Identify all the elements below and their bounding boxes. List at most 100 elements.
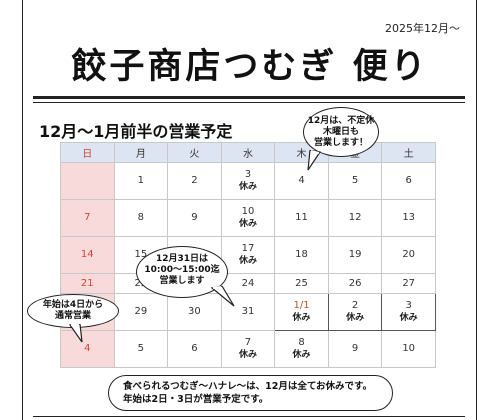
day-number: 2 — [191, 175, 198, 187]
calendar-week-row: 21222324252627 — [60, 273, 436, 294]
page-border-left — [22, 0, 23, 420]
calendar-week-row: 14151617休み181920 — [60, 236, 436, 275]
bubble-line: 営業します！ — [313, 138, 368, 148]
calendar-day-cell: 18 — [274, 236, 329, 275]
day-number: 8 — [298, 336, 305, 348]
day-number: 6 — [191, 342, 198, 354]
calendar-day-cell: 11 — [274, 199, 329, 238]
day-number: 6 — [405, 175, 412, 187]
calendar-week-row: 4 5 6 7 休み 8 休み 9 10 — [60, 329, 436, 369]
day-number: 24 — [241, 277, 255, 289]
weekday-sun: 日 — [60, 142, 115, 163]
day-number: 4 — [84, 342, 91, 354]
bubble-tail — [210, 286, 235, 307]
calendar-day-cell: 20 — [381, 236, 436, 275]
calendar-day-cell: 2 — [167, 161, 222, 201]
weekday-wed: 水 — [220, 142, 276, 163]
calendar-day-cell: 7 — [60, 199, 115, 238]
closed-label: 休み — [346, 312, 365, 323]
day-number: 2 — [351, 299, 359, 311]
day-number: 1 — [137, 175, 145, 187]
calendar-day-cell: 25 — [274, 273, 329, 294]
day-number: 8 — [137, 212, 145, 224]
notice-line: 食べられるつむぎ～ハナレ～は、12月は全てお休みです。 — [123, 381, 373, 392]
calendar-day-cell: 27 — [381, 273, 436, 294]
closed-label: 休み — [238, 182, 257, 193]
calendar-day-cell: 10 — [381, 329, 436, 369]
thursday-open-bubble: 12月は、不定休 木曜日も 営業します！ — [303, 107, 379, 157]
title-rule-thick — [33, 96, 465, 99]
calendar-day-cell: 8 休み — [274, 329, 329, 369]
day-number: 13 — [402, 212, 416, 224]
bubble-line: 営業します — [159, 276, 205, 286]
closed-label: 休み — [238, 256, 257, 267]
day-number: 11 — [295, 212, 308, 224]
day-number: 17 — [241, 243, 255, 255]
weekday-header-row: 日 月 火 水 木 金 土 — [60, 142, 436, 163]
day-number: 10 — [241, 206, 255, 218]
calendar-day-cell: 4 — [60, 329, 115, 369]
title-rule-thin — [33, 102, 465, 103]
calendar-day-cell: 9 — [167, 199, 222, 238]
calendar-day-cell: 17 休み — [220, 236, 276, 275]
calendar-day-cell: 21 — [60, 273, 115, 294]
calendar-day-cell: 12 — [327, 199, 383, 238]
day-number: 4 — [298, 175, 305, 187]
closed-label: 休み — [292, 349, 311, 360]
closed-label: 休み — [399, 312, 418, 323]
day-number: 5 — [137, 342, 145, 354]
calendar-day-cell: 6 — [167, 329, 222, 369]
calendar-day-cell: 13 — [381, 199, 436, 238]
day-number: 7 — [84, 212, 91, 224]
calendar-day-cell: 5 — [327, 161, 383, 201]
calendar-day-cell: 2 休み — [327, 292, 383, 331]
day-number: 10 — [402, 342, 416, 354]
day-number: 14 — [80, 249, 94, 261]
bubble-line: 通常営業 — [54, 311, 91, 321]
day-number: 30 — [188, 305, 201, 317]
day-number: 20 — [402, 249, 416, 261]
bubble-line: 年始は4日から — [42, 300, 104, 310]
calendar-day-cell: 26 — [327, 273, 383, 294]
calendar-day-cell: 19 — [327, 236, 383, 275]
day-number: 5 — [351, 175, 359, 187]
calendar-day-cell: 10 休み — [220, 199, 276, 238]
calendar-day-cell: 14 — [60, 236, 115, 275]
newsletter-title: 餃子商店つむぎ 便り — [71, 46, 429, 87]
day-number: 19 — [348, 249, 362, 261]
bubble-line: 10:00～15:00迄 — [144, 265, 220, 275]
day-number: 9 — [191, 212, 198, 224]
calendar-day-cell: 5 — [113, 329, 169, 369]
bubble-line: 木曜日も — [322, 127, 359, 137]
calendar-day-cell: 3 休み — [220, 161, 276, 201]
day-number: 3 — [405, 299, 412, 311]
day-number: 7 — [244, 336, 252, 348]
page-border-right — [476, 0, 477, 420]
dec31-hours-bubble: 12月31日は 10:00～15:00迄 営業します — [136, 246, 228, 298]
business-calendar: 日 月 火 水 木 金 土 123休み45678910休み11121314151… — [60, 142, 436, 369]
day-number: 26 — [348, 277, 362, 289]
bubble-tail — [68, 324, 83, 343]
calendar-day-cell: 29 — [113, 292, 169, 331]
notice-line: 年始は2日・3日が営業予定です。 — [123, 394, 269, 405]
day-number: 9 — [351, 342, 359, 354]
day-number: 25 — [295, 277, 308, 289]
section-title: 12月～1月前半の営業予定 — [39, 122, 233, 141]
calendar-week-row: 1 2 3 休み 4 5 6 — [60, 161, 436, 201]
day-number: 29 — [134, 305, 148, 317]
calendar-day-cell: 6 — [381, 161, 436, 201]
weekday-tue: 火 — [167, 142, 222, 163]
weekday-sat: 土 — [381, 142, 436, 163]
calendar-day-cell: 3 休み — [381, 292, 436, 331]
bubble-line: 12月31日は — [155, 254, 209, 264]
day-number: 1/1 — [293, 299, 310, 311]
day-number: 27 — [402, 277, 416, 289]
closed-label: 休み — [238, 349, 257, 360]
calendar-day-cell — [60, 161, 115, 201]
day-number: 31 — [241, 305, 255, 317]
new-year-bubble: 年始は4日から 通常営業 — [27, 294, 119, 328]
calendar-day-cell: 1/1 休み — [274, 292, 329, 331]
weekday-mon: 月 — [113, 142, 169, 163]
bottom-rule — [33, 416, 465, 417]
bubble-line: 12月は、不定休 — [307, 116, 375, 126]
